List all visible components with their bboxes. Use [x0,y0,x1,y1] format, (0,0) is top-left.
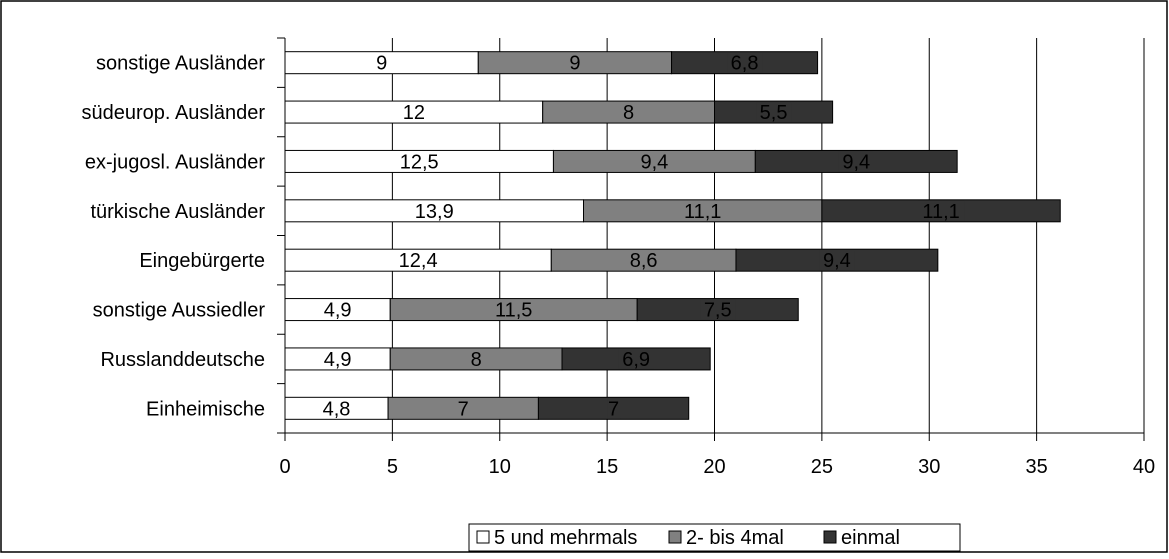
data-label: 4,9 [324,300,352,322]
data-label-bg [918,200,965,221]
y-category-label: ex-jugosl. Ausländer [85,151,265,173]
data-label-bg [622,102,636,123]
x-tick-label: 5 [387,456,398,478]
legend-label: 5 und mehrmals [494,527,637,549]
data-label: 9 [569,53,580,75]
data-label: 11,1 [922,201,959,223]
y-category-label: sonstige Aussiedler [93,300,266,322]
data-label-bg [469,348,483,369]
data-label: 12 [403,102,425,124]
data-label-bg [700,299,736,320]
data-label-bg [456,398,470,419]
data-label: 7 [458,398,469,420]
data-label: 11,1 [684,201,721,223]
data-label: 8,6 [630,250,658,272]
data-label-bg [838,151,874,172]
y-category-label: Eingebürgerte [139,250,265,272]
data-label: 8 [623,102,634,124]
data-label-bg [679,200,726,221]
data-label-bg [320,348,356,369]
data-label: 11,5 [495,300,532,322]
data-label-bg [319,398,355,419]
data-label: 7,5 [704,300,732,322]
y-category-label: Russlanddeutsche [100,349,265,371]
legend-swatch [476,530,490,544]
data-label: 9,4 [842,151,870,173]
data-label-bg [819,250,855,271]
bars: 9 9 6,8 12 8 5,5 12,5 9,4 9,4 13,9 11,1 11,1 12,4 8,6… [284,51,1061,420]
data-label: 8 [471,349,482,371]
x-tick-label: 15 [596,456,618,478]
legend-swatch [823,530,837,544]
data-label-bg [727,52,763,73]
data-label: 4,8 [323,398,351,420]
legend-label: 2- bis 4mal [686,527,784,549]
data-label: 9 [376,53,387,75]
legend-swatch [668,530,682,544]
x-tick-label: 10 [489,456,511,478]
data-label-bg [411,200,458,221]
data-label-bg [375,52,389,73]
data-label: 6,9 [622,349,650,371]
data-label: 9,4 [640,151,668,173]
x-tick-label: 30 [918,456,940,478]
data-label-bg [320,299,356,320]
gridlines [285,38,1145,433]
legend-label: einmal [841,527,900,549]
x-tick-label: 20 [703,456,725,478]
data-label: 6,8 [731,53,759,75]
data-label-bg [396,151,443,172]
data-label: 13,9 [415,201,454,223]
y-category-label: Einheimische [146,398,265,420]
data-label: 9,4 [823,250,851,272]
data-label-bg [636,151,672,172]
data-label: 12,5 [400,151,439,173]
legend: 5 und mehrmals 2- bis 4mal einmal [468,523,961,552]
legend-box [468,523,961,552]
data-label: 4,9 [324,349,352,371]
x-tick-label: 0 [279,456,290,478]
data-label: 12,4 [399,250,438,272]
y-category-label: sonstige Ausländer [96,53,265,75]
y-category-label: südeurop. Ausländer [82,102,266,124]
x-tick-label: 35 [1026,456,1048,478]
data-label-bg [626,250,662,271]
data-label-bg [607,398,621,419]
y-category-label: türkische Ausländer [90,201,265,223]
data-label-bg [756,102,792,123]
data-label-bg [490,299,537,320]
data-label-bg [401,102,426,123]
data-label: 7 [608,398,619,420]
data-label: 5,5 [760,102,788,124]
axes: 0 5 10 15 20 25 30 35 40 sonstige Ausländer südeur… [82,37,1155,478]
data-label-bg [395,250,442,271]
x-tick-label: 40 [1133,456,1155,478]
data-label-bg [618,348,654,369]
x-tick-label: 25 [811,456,833,478]
data-label-bg [568,52,582,73]
